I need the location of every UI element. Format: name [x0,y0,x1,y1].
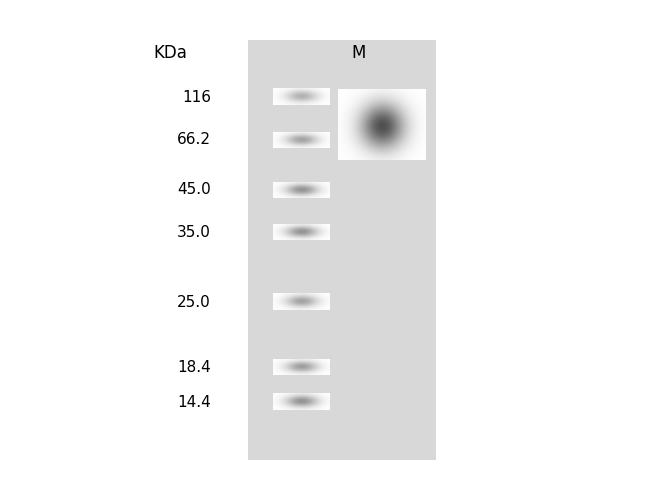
Text: KDa: KDa [153,44,188,62]
Text: 116: 116 [182,90,211,105]
Text: 45.0: 45.0 [178,182,211,198]
Text: 25.0: 25.0 [178,295,211,310]
FancyBboxPatch shape [248,40,436,460]
Text: 66.2: 66.2 [177,132,211,148]
Text: 18.4: 18.4 [178,360,211,375]
Text: 14.4: 14.4 [178,395,211,410]
Text: 35.0: 35.0 [177,225,211,240]
Text: M: M [351,44,366,62]
